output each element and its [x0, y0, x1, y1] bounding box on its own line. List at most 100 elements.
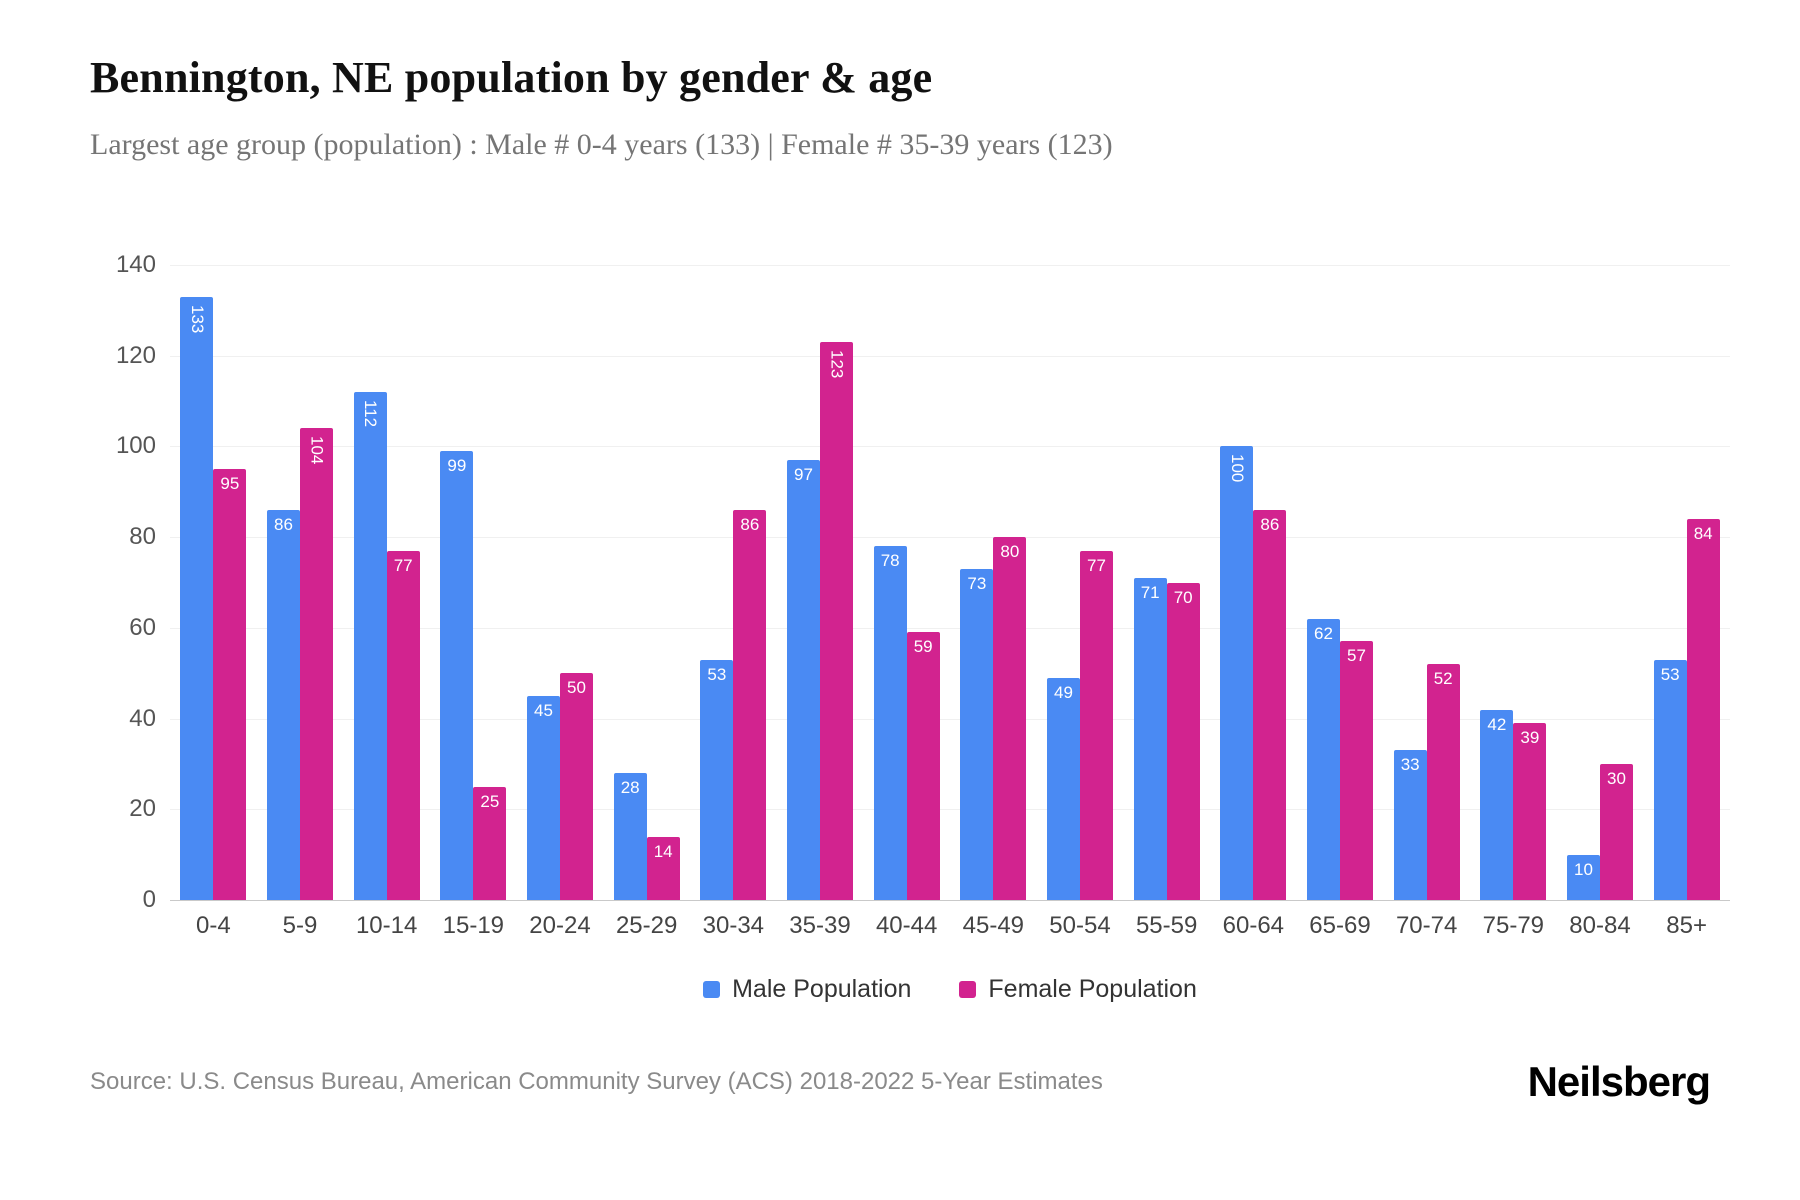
bar-value-label: 77: [1087, 555, 1106, 575]
bar-female-10-14[interactable]: 77: [386, 550, 420, 900]
bar-value-label: 52: [1433, 669, 1453, 689]
bar-value-label: 59: [913, 637, 933, 657]
bar-male-10-14[interactable]: 112: [353, 392, 387, 900]
bar-value-label: 53: [1660, 664, 1680, 684]
legend-item-female[interactable]: Female Population: [959, 975, 1197, 1004]
x-axis-category-label: 20-24: [529, 912, 591, 939]
bar-chart-plot-area: 0 20 40 60 80 100 120 140 133 95 0-4 86 104 5-9 112 77 1…: [116, 251, 1730, 939]
bar-male-15-19[interactable]: 99: [440, 450, 474, 900]
x-axis-category-label: 35-39: [789, 912, 851, 939]
legend-item-male[interactable]: Male Population: [703, 975, 911, 1004]
bar-value-label: 112: [361, 400, 381, 428]
bar-female-30-34[interactable]: 86: [733, 509, 767, 900]
y-axis-tick-label: 20: [129, 795, 156, 823]
x-axis-category-label: 85+: [1666, 912, 1708, 939]
bar-female-60-64[interactable]: 86: [1253, 509, 1287, 900]
bar-value-label: 86: [740, 514, 760, 534]
bar-value-label: 33: [1400, 755, 1420, 775]
bar-male-85+[interactable]: 53: [1653, 659, 1687, 900]
bar-value-label: 71: [1140, 582, 1160, 602]
x-axis-category-label: 30-34: [702, 912, 765, 939]
bar-value-label: 84: [1693, 524, 1713, 543]
x-axis-category-label: 45-49: [962, 912, 1025, 939]
bar-female-75-79[interactable]: 39: [1513, 723, 1547, 900]
bar-male-25-29[interactable]: 28: [613, 773, 647, 900]
source-attribution: Source: U.S. Census Bureau, American Com…: [90, 1068, 1103, 1095]
x-axis-category-label: 10-14: [355, 912, 418, 939]
y-axis-tick-label: 120: [115, 341, 156, 369]
bar-male-40-44[interactable]: 78: [873, 546, 907, 900]
gridline: [170, 718, 1730, 720]
bar-value-label: 97: [794, 465, 813, 485]
bar-value-label: 86: [274, 514, 293, 534]
bar-female-80-84[interactable]: 30: [1600, 763, 1633, 900]
bar-female-55-59[interactable]: 70: [1166, 582, 1200, 900]
bar-female-50-54[interactable]: 77: [1080, 550, 1113, 900]
bar-value-label: 28: [620, 778, 640, 797]
bar-female-15-19[interactable]: 25: [473, 786, 507, 900]
bar-female-85+[interactable]: 84: [1686, 519, 1720, 900]
bar-male-5-9[interactable]: 86: [267, 509, 300, 900]
chart-legend: Male Population Female Population: [170, 975, 1730, 1004]
y-axis-tick-label: 80: [129, 523, 156, 551]
bar-female-70-74[interactable]: 52: [1426, 664, 1460, 900]
bar-female-40-44[interactable]: 59: [906, 632, 940, 900]
bar-female-25-29[interactable]: 14: [646, 836, 680, 900]
bar-male-60-64[interactable]: 100: [1220, 446, 1254, 900]
bar-value-label: 53: [707, 664, 727, 684]
bar-value-label: 57: [1347, 646, 1366, 666]
bar-value-label: 104: [307, 436, 327, 465]
page-title: Bennington, NE population by gender & ag…: [90, 53, 933, 102]
bar-male-55-59[interactable]: 71: [1133, 577, 1167, 900]
bar-female-45-49[interactable]: 80: [993, 537, 1027, 900]
bar-value-label: 133: [187, 304, 207, 334]
gridline: [170, 627, 1730, 629]
bar-male-0-4[interactable]: 133: [180, 296, 214, 900]
bar-female-20-24[interactable]: 50: [560, 673, 593, 900]
brand-logo: Neilsberg: [1527, 1058, 1711, 1105]
x-axis-category-label: 40-44: [875, 912, 938, 939]
bar-female-65-69[interactable]: 57: [1340, 641, 1373, 900]
bar-value-label: 39: [1520, 728, 1540, 748]
bar-value-label: 30: [1607, 768, 1626, 788]
bar-value-label: 10: [1574, 859, 1593, 879]
gridline: [170, 355, 1730, 357]
x-axis-category-label: 80-84: [1569, 912, 1631, 939]
bar-male-20-24[interactable]: 45: [527, 695, 560, 900]
bar-value-label: 50: [567, 678, 586, 698]
bar-female-5-9[interactable]: 104: [300, 428, 333, 900]
gridline: [170, 265, 1730, 266]
bar-value-label: 45: [534, 700, 553, 720]
bar-male-45-49[interactable]: 73: [960, 568, 994, 900]
bar-male-65-69[interactable]: 62: [1307, 618, 1340, 900]
legend-label: Male Population: [732, 975, 912, 1003]
bar-value-label: 123: [827, 350, 847, 379]
bar-value-label: 73: [967, 573, 987, 593]
bar-value-label: 78: [880, 551, 900, 571]
bar-female-0-4[interactable]: 95: [213, 469, 247, 900]
bar-male-70-74[interactable]: 33: [1393, 750, 1427, 900]
gridline: [170, 809, 1730, 811]
bar-value-label: 25: [480, 791, 500, 811]
bar-male-75-79[interactable]: 42: [1480, 709, 1514, 900]
y-axis-tick-label: 40: [129, 704, 156, 732]
bar-value-label: 80: [1000, 542, 1020, 562]
bar-value-label: 70: [1173, 587, 1193, 607]
legend-label: Female Population: [988, 975, 1197, 1003]
bar-value-label: 99: [447, 455, 467, 475]
bar-male-80-84[interactable]: 10: [1567, 854, 1600, 900]
x-axis-category-label: 5-9: [282, 912, 318, 939]
bar-male-30-34[interactable]: 53: [700, 659, 734, 900]
bar-male-50-54[interactable]: 49: [1047, 677, 1080, 900]
bar-value-label: 95: [220, 474, 240, 494]
bar-male-35-39[interactable]: 97: [787, 460, 820, 900]
page-subtitle: Largest age group (population) : Male # …: [90, 128, 1113, 161]
bar-female-35-39[interactable]: 123: [820, 342, 853, 900]
x-axis-line: [170, 900, 1730, 901]
x-axis-category-label: 65-69: [1309, 912, 1371, 939]
footer: Source: U.S. Census Bureau, American Com…: [90, 1058, 1711, 1106]
x-axis-category-label: 15-19: [442, 912, 505, 939]
bar-value-label: 62: [1314, 623, 1333, 643]
legend-swatch-icon: [959, 981, 977, 998]
bar-value-label: 86: [1260, 514, 1280, 534]
